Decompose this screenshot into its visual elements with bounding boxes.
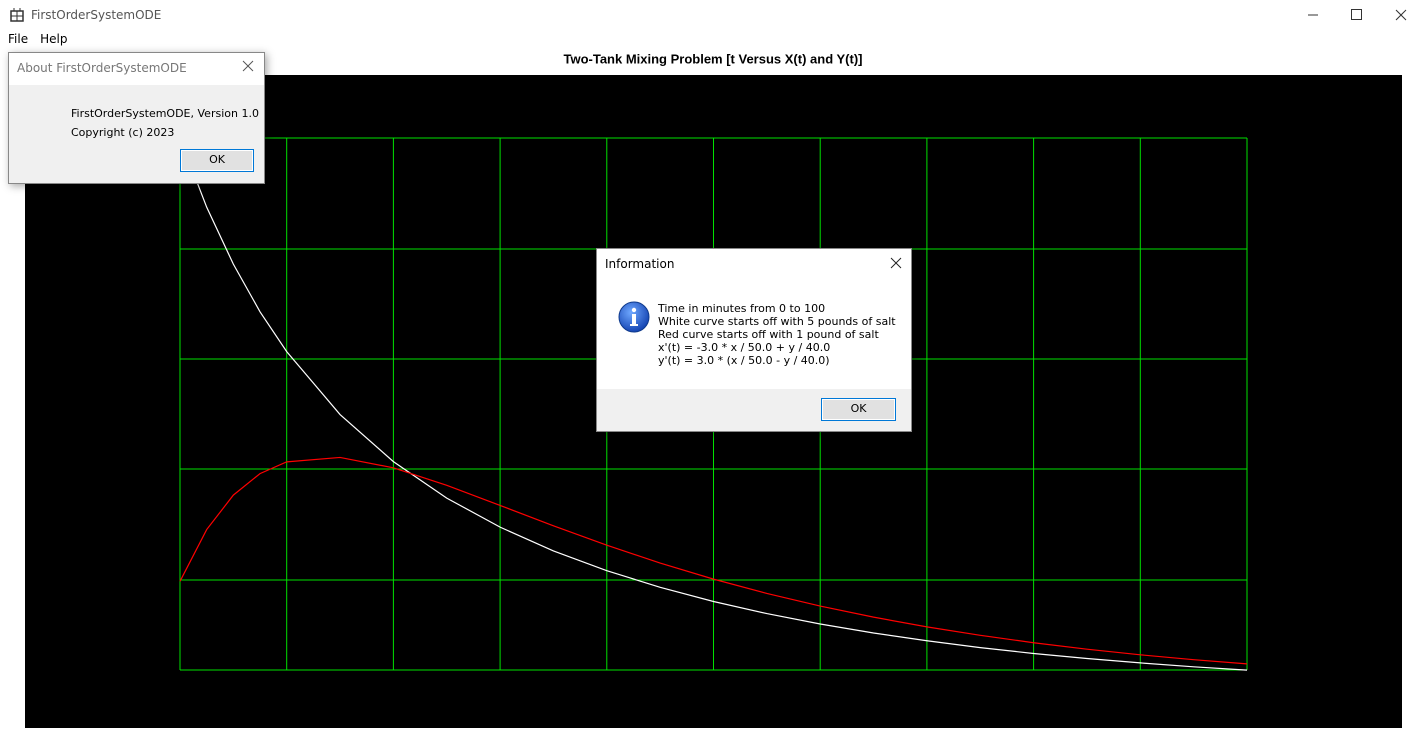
info-line: Red curve starts off with 1 pound of sal… [658, 328, 879, 341]
ok-button[interactable]: OK [821, 398, 896, 421]
info-line: White curve starts off with 5 pounds of … [658, 315, 896, 328]
title-bar: FirstOrderSystemODE [0, 0, 1426, 30]
chart-title: Two-Tank Mixing Problem [t Versus X(t) a… [563, 51, 862, 66]
info-dialog: Information Time in minutes from 0 to 10… [596, 248, 912, 432]
dialog-title: About FirstOrderSystemODE [17, 61, 187, 75]
menu-help[interactable]: Help [40, 32, 68, 46]
info-line: y'(t) = 3.0 * (x / 50.0 - y / 40.0) [658, 354, 830, 367]
about-text: Copyright (c) 2023 [71, 126, 175, 139]
dialog-title: Information [605, 257, 675, 271]
close-button[interactable] [241, 59, 255, 73]
ok-button[interactable]: OK [180, 149, 254, 172]
window-title: FirstOrderSystemODE [31, 8, 162, 22]
about-text: FirstOrderSystemODE, Version 1.0 [71, 107, 259, 120]
about-dialog: About FirstOrderSystemODE FirstOrderSyst… [8, 52, 265, 184]
data-line [179, 456, 1248, 665]
menu-bar: File Help [0, 30, 1426, 50]
info-line: x'(t) = -3.0 * x / 50.0 + y / 40.0 [658, 341, 831, 354]
close-button[interactable] [889, 256, 903, 270]
app-icon [10, 8, 24, 22]
info-text: Time in minutes from 0 to 100 White curv… [658, 302, 896, 367]
info-icon [618, 301, 650, 333]
menu-file[interactable]: File [8, 32, 29, 46]
info-line: Time in minutes from 0 to 100 [658, 302, 826, 315]
data-line [179, 137, 1248, 671]
window-controls[interactable] [1290, 0, 1426, 30]
